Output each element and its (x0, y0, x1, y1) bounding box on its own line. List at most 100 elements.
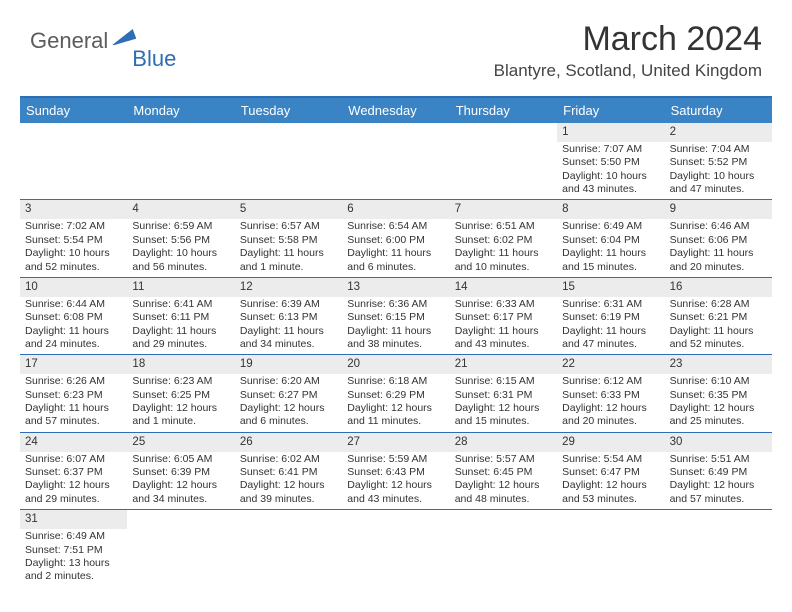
day-details: Sunrise: 5:57 AMSunset: 6:45 PMDaylight:… (450, 452, 557, 510)
day-details: Sunrise: 5:54 AMSunset: 6:47 PMDaylight:… (557, 452, 664, 510)
sunset-line: Sunset: 5:56 PM (132, 234, 229, 247)
daylight-line-1: Daylight: 12 hours (240, 402, 337, 415)
calendar-cell: 18Sunrise: 6:23 AMSunset: 6:25 PMDayligh… (127, 355, 234, 431)
sunset-line: Sunset: 6:29 PM (347, 389, 444, 402)
day-details: Sunrise: 5:51 AMSunset: 6:49 PMDaylight:… (665, 452, 772, 510)
sunrise-line: Sunrise: 6:20 AM (240, 375, 337, 388)
sunset-line: Sunset: 5:54 PM (25, 234, 122, 247)
daylight-line-1: Daylight: 11 hours (455, 325, 552, 338)
daylight-line-1: Daylight: 11 hours (347, 247, 444, 260)
calendar-cell: 28Sunrise: 5:57 AMSunset: 6:45 PMDayligh… (450, 433, 557, 509)
sunrise-line: Sunrise: 6:36 AM (347, 298, 444, 311)
sunrise-line: Sunrise: 6:07 AM (25, 453, 122, 466)
daylight-line-2: and 53 minutes. (562, 493, 659, 506)
daylight-line-2: and 47 minutes. (670, 183, 767, 196)
page-title: March 2024 (494, 20, 762, 59)
daylight-line-2: and 57 minutes. (25, 415, 122, 428)
calendar-week: 17Sunrise: 6:26 AMSunset: 6:23 PMDayligh… (20, 355, 772, 432)
logo-text-general: General (30, 28, 108, 54)
day-number: 25 (127, 433, 234, 452)
daylight-line-2: and 15 minutes. (455, 415, 552, 428)
daylight-line-1: Daylight: 10 hours (132, 247, 229, 260)
calendar-cell-empty (342, 510, 449, 586)
sunset-line: Sunset: 6:17 PM (455, 311, 552, 324)
sunset-line: Sunset: 6:04 PM (562, 234, 659, 247)
calendar-cell: 17Sunrise: 6:26 AMSunset: 6:23 PMDayligh… (20, 355, 127, 431)
sunset-line: Sunset: 6:47 PM (562, 466, 659, 479)
sunrise-line: Sunrise: 6:10 AM (670, 375, 767, 388)
calendar-cell: 31Sunrise: 6:49 AMSunset: 7:51 PMDayligh… (20, 510, 127, 586)
sunrise-line: Sunrise: 6:15 AM (455, 375, 552, 388)
daylight-line-2: and 52 minutes. (25, 261, 122, 274)
day-details: Sunrise: 6:18 AMSunset: 6:29 PMDaylight:… (342, 374, 449, 432)
calendar-cell: 15Sunrise: 6:31 AMSunset: 6:19 PMDayligh… (557, 278, 664, 354)
day-details: Sunrise: 6:51 AMSunset: 6:02 PMDaylight:… (450, 219, 557, 277)
calendar-cell: 8Sunrise: 6:49 AMSunset: 6:04 PMDaylight… (557, 200, 664, 276)
daylight-line-2: and 47 minutes. (562, 338, 659, 351)
daylight-line-1: Daylight: 12 hours (132, 402, 229, 415)
sunset-line: Sunset: 6:49 PM (670, 466, 767, 479)
weekday-header: Friday (557, 98, 664, 123)
day-details: Sunrise: 6:39 AMSunset: 6:13 PMDaylight:… (235, 297, 342, 355)
sunrise-line: Sunrise: 6:46 AM (670, 220, 767, 233)
calendar-cell-empty (235, 510, 342, 586)
logo: General Blue (30, 28, 182, 54)
sunset-line: Sunset: 5:50 PM (562, 156, 659, 169)
daylight-line-1: Daylight: 11 hours (132, 325, 229, 338)
calendar-cell: 12Sunrise: 6:39 AMSunset: 6:13 PMDayligh… (235, 278, 342, 354)
day-details: Sunrise: 6:05 AMSunset: 6:39 PMDaylight:… (127, 452, 234, 510)
day-details: Sunrise: 6:57 AMSunset: 5:58 PMDaylight:… (235, 219, 342, 277)
calendar-week: 3Sunrise: 7:02 AMSunset: 5:54 PMDaylight… (20, 200, 772, 277)
day-number: 22 (557, 355, 664, 374)
day-details: Sunrise: 6:07 AMSunset: 6:37 PMDaylight:… (20, 452, 127, 510)
day-number: 4 (127, 200, 234, 219)
day-number: 29 (557, 433, 664, 452)
daylight-line-1: Daylight: 11 hours (240, 247, 337, 260)
day-details: Sunrise: 6:15 AMSunset: 6:31 PMDaylight:… (450, 374, 557, 432)
daylight-line-2: and 11 minutes. (347, 415, 444, 428)
calendar-cell: 3Sunrise: 7:02 AMSunset: 5:54 PMDaylight… (20, 200, 127, 276)
sunrise-line: Sunrise: 7:02 AM (25, 220, 122, 233)
title-block: March 2024 Blantyre, Scotland, United Ki… (494, 20, 762, 81)
sunset-line: Sunset: 6:15 PM (347, 311, 444, 324)
day-details: Sunrise: 6:10 AMSunset: 6:35 PMDaylight:… (665, 374, 772, 432)
calendar-cell: 23Sunrise: 6:10 AMSunset: 6:35 PMDayligh… (665, 355, 772, 431)
calendar-cell: 24Sunrise: 6:07 AMSunset: 6:37 PMDayligh… (20, 433, 127, 509)
daylight-line-2: and 34 minutes. (132, 493, 229, 506)
day-details: Sunrise: 6:41 AMSunset: 6:11 PMDaylight:… (127, 297, 234, 355)
day-number: 10 (20, 278, 127, 297)
sunset-line: Sunset: 6:08 PM (25, 311, 122, 324)
calendar-cell: 2Sunrise: 7:04 AMSunset: 5:52 PMDaylight… (665, 123, 772, 199)
day-number: 15 (557, 278, 664, 297)
daylight-line-2: and 20 minutes. (670, 261, 767, 274)
calendar-cell-empty (557, 510, 664, 586)
day-details: Sunrise: 6:28 AMSunset: 6:21 PMDaylight:… (665, 297, 772, 355)
day-details: Sunrise: 6:31 AMSunset: 6:19 PMDaylight:… (557, 297, 664, 355)
day-details: Sunrise: 6:49 AMSunset: 7:51 PMDaylight:… (20, 529, 127, 587)
sunset-line: Sunset: 6:25 PM (132, 389, 229, 402)
calendar-week: 31Sunrise: 6:49 AMSunset: 7:51 PMDayligh… (20, 510, 772, 586)
sunset-line: Sunset: 6:23 PM (25, 389, 122, 402)
daylight-line-1: Daylight: 12 hours (25, 479, 122, 492)
daylight-line-2: and 20 minutes. (562, 415, 659, 428)
day-number: 11 (127, 278, 234, 297)
day-number: 7 (450, 200, 557, 219)
daylight-line-1: Daylight: 12 hours (455, 402, 552, 415)
day-number: 13 (342, 278, 449, 297)
sunrise-line: Sunrise: 6:57 AM (240, 220, 337, 233)
sunrise-line: Sunrise: 5:54 AM (562, 453, 659, 466)
calendar-cell: 30Sunrise: 5:51 AMSunset: 6:49 PMDayligh… (665, 433, 772, 509)
daylight-line-2: and 29 minutes. (132, 338, 229, 351)
sunset-line: Sunset: 6:39 PM (132, 466, 229, 479)
day-number: 12 (235, 278, 342, 297)
calendar-cell-empty (235, 123, 342, 199)
header: General Blue March 2024 Blantyre, Scotla… (20, 16, 772, 86)
sunrise-line: Sunrise: 5:59 AM (347, 453, 444, 466)
calendar-cell: 19Sunrise: 6:20 AMSunset: 6:27 PMDayligh… (235, 355, 342, 431)
weekday-header: Thursday (450, 98, 557, 123)
calendar-week: 1Sunrise: 7:07 AMSunset: 5:50 PMDaylight… (20, 123, 772, 200)
daylight-line-2: and 6 minutes. (240, 415, 337, 428)
sunset-line: Sunset: 6:41 PM (240, 466, 337, 479)
day-number: 26 (235, 433, 342, 452)
logo-text-blue: Blue (132, 46, 176, 72)
